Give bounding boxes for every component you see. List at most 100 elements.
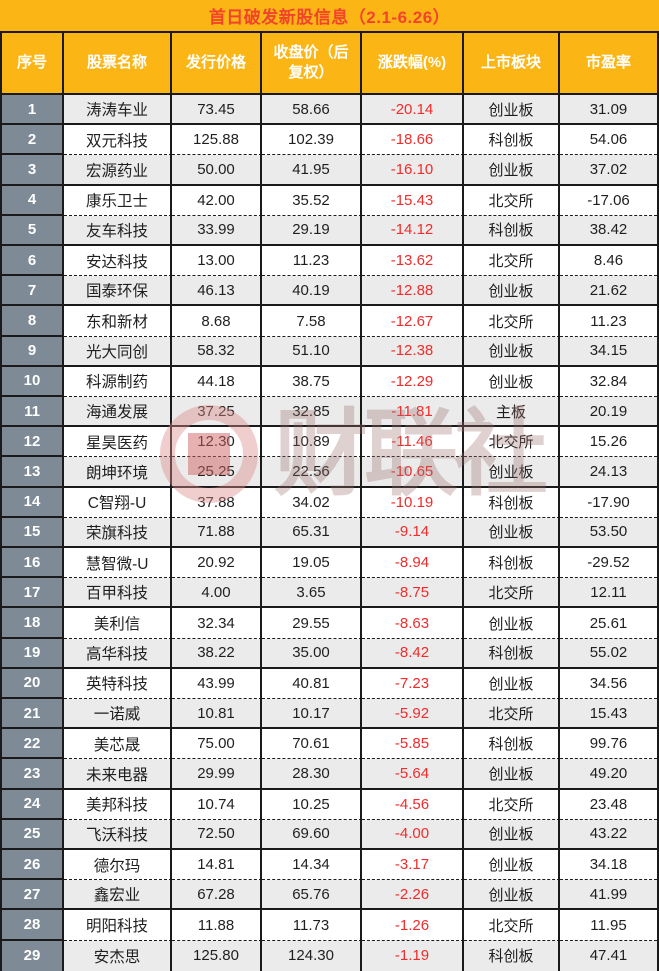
serial-cell: 8 [2,306,64,337]
board-cell: 创业板 [464,668,560,700]
pe-ratio-cell: -29.52 [560,548,657,579]
stock-name-cell: 友车科技 [64,215,172,247]
header-close-price: 收盘价（后复权） [262,33,362,93]
header-issue-price: 发行价格 [172,33,262,93]
board-cell: 北交所 [464,246,560,277]
close-price-cell: 29.55 [262,608,362,639]
serial-cell: 18 [2,608,64,639]
change-pct-cell: -18.66 [362,125,464,156]
issue-price-cell: 32.34 [172,608,262,639]
table-row: 9 光大同创 58.32 51.10 -12.38 创业板 34.15 [2,336,657,367]
issue-price-cell: 71.88 [172,517,262,549]
close-price-cell: 19.05 [262,548,362,579]
board-cell: 北交所 [464,789,560,820]
stock-name-cell: 朗坤环境 [64,457,172,488]
board-cell: 主板 [464,397,560,428]
change-pct-cell: -13.62 [362,246,464,277]
serial-cell: 3 [2,155,64,186]
pe-ratio-cell: 15.26 [560,427,657,458]
serial-cell: 2 [2,125,64,156]
issue-price-cell: 37.25 [172,397,262,428]
pe-ratio-cell: 34.18 [560,850,657,881]
pe-ratio-cell: 31.09 [560,95,657,126]
issue-price-cell: 42.00 [172,185,262,216]
close-price-cell: 70.61 [262,729,362,760]
stock-name-cell: 美利信 [64,608,172,639]
board-cell: 科创板 [464,638,560,669]
board-cell: 创业板 [464,819,560,851]
board-cell: 科创板 [464,940,560,971]
board-cell: 创业板 [464,276,560,307]
close-price-cell: 22.56 [262,457,362,488]
serial-cell: 26 [2,850,64,881]
table-row: 23 未来电器 29.99 28.30 -5.64 创业板 49.20 [2,759,657,790]
issue-price-cell: 14.81 [172,850,262,881]
stock-name-cell: 安杰思 [64,940,172,971]
board-cell: 北交所 [464,185,560,216]
close-price-cell: 40.19 [262,276,362,307]
stock-name-cell: 美邦科技 [64,789,172,820]
change-pct-cell: -12.29 [362,366,464,398]
board-cell: 北交所 [464,306,560,337]
change-pct-cell: -9.14 [362,517,464,549]
close-price-cell: 10.89 [262,427,362,458]
pe-ratio-cell: -17.06 [560,185,657,216]
stock-name-cell: 双元科技 [64,125,172,156]
issue-price-cell: 67.28 [172,880,262,911]
close-price-cell: 69.60 [262,819,362,851]
issue-price-cell: 13.00 [172,246,262,277]
serial-cell: 29 [2,940,64,971]
change-pct-cell: -8.94 [362,548,464,579]
pe-ratio-cell: 43.22 [560,819,657,851]
table-row: 10 科源制药 44.18 38.75 -12.29 创业板 32.84 [2,366,657,398]
close-price-cell: 38.75 [262,366,362,398]
stock-name-cell: 科源制药 [64,366,172,398]
change-pct-cell: -1.19 [362,940,464,971]
close-price-cell: 40.81 [262,668,362,700]
board-cell: 创业板 [464,366,560,398]
board-cell: 创业板 [464,457,560,488]
change-pct-cell: -5.92 [362,699,464,730]
pe-ratio-cell: 20.19 [560,397,657,428]
change-pct-cell: -1.26 [362,910,464,941]
serial-cell: 25 [2,819,64,851]
issue-price-cell: 29.99 [172,759,262,790]
stock-name-cell: 慧智微-U [64,548,172,579]
close-price-cell: 65.76 [262,880,362,911]
close-price-cell: 41.95 [262,155,362,186]
table-row: 28 明阳科技 11.88 11.73 -1.26 北交所 11.95 [2,910,657,941]
serial-cell: 6 [2,246,64,277]
issue-price-cell: 125.80 [172,940,262,971]
change-pct-cell: -10.65 [362,457,464,488]
table-row: 22 美芯晟 75.00 70.61 -5.85 科创板 99.76 [2,729,657,760]
change-pct-cell: -5.85 [362,729,464,760]
change-pct-cell: -7.23 [362,668,464,700]
table-row: 27 鑫宏业 67.28 65.76 -2.26 创业板 41.99 [2,880,657,911]
serial-cell: 11 [2,397,64,428]
pe-ratio-cell: 55.02 [560,638,657,669]
table-row: 11 海通发展 37.25 32.85 -11.81 主板 20.19 [2,397,657,428]
stock-name-cell: 宏源药业 [64,155,172,186]
change-pct-cell: -8.75 [362,578,464,609]
stock-name-cell: 美芯晟 [64,729,172,760]
serial-cell: 4 [2,185,64,216]
issue-price-cell: 20.92 [172,548,262,579]
pe-ratio-cell: 24.13 [560,457,657,488]
board-cell: 创业板 [464,608,560,639]
serial-cell: 27 [2,880,64,911]
board-cell: 科创板 [464,729,560,760]
header-stock-name: 股票名称 [64,33,172,93]
stock-name-cell: 高华科技 [64,638,172,669]
change-pct-cell: -14.12 [362,215,464,247]
issue-price-cell: 33.99 [172,215,262,247]
serial-cell: 17 [2,578,64,609]
pe-ratio-cell: 8.46 [560,246,657,277]
pe-ratio-cell: 99.76 [560,729,657,760]
table-row: 29 安杰思 125.80 124.30 -1.19 科创板 47.41 [2,940,657,971]
change-pct-cell: -4.00 [362,819,464,851]
table-row: 16 慧智微-U 20.92 19.05 -8.94 科创板 -29.52 [2,548,657,579]
close-price-cell: 11.73 [262,910,362,941]
table-row: 4 康乐卫士 42.00 35.52 -15.43 北交所 -17.06 [2,185,657,216]
issue-price-cell: 8.68 [172,306,262,337]
close-price-cell: 28.30 [262,759,362,790]
